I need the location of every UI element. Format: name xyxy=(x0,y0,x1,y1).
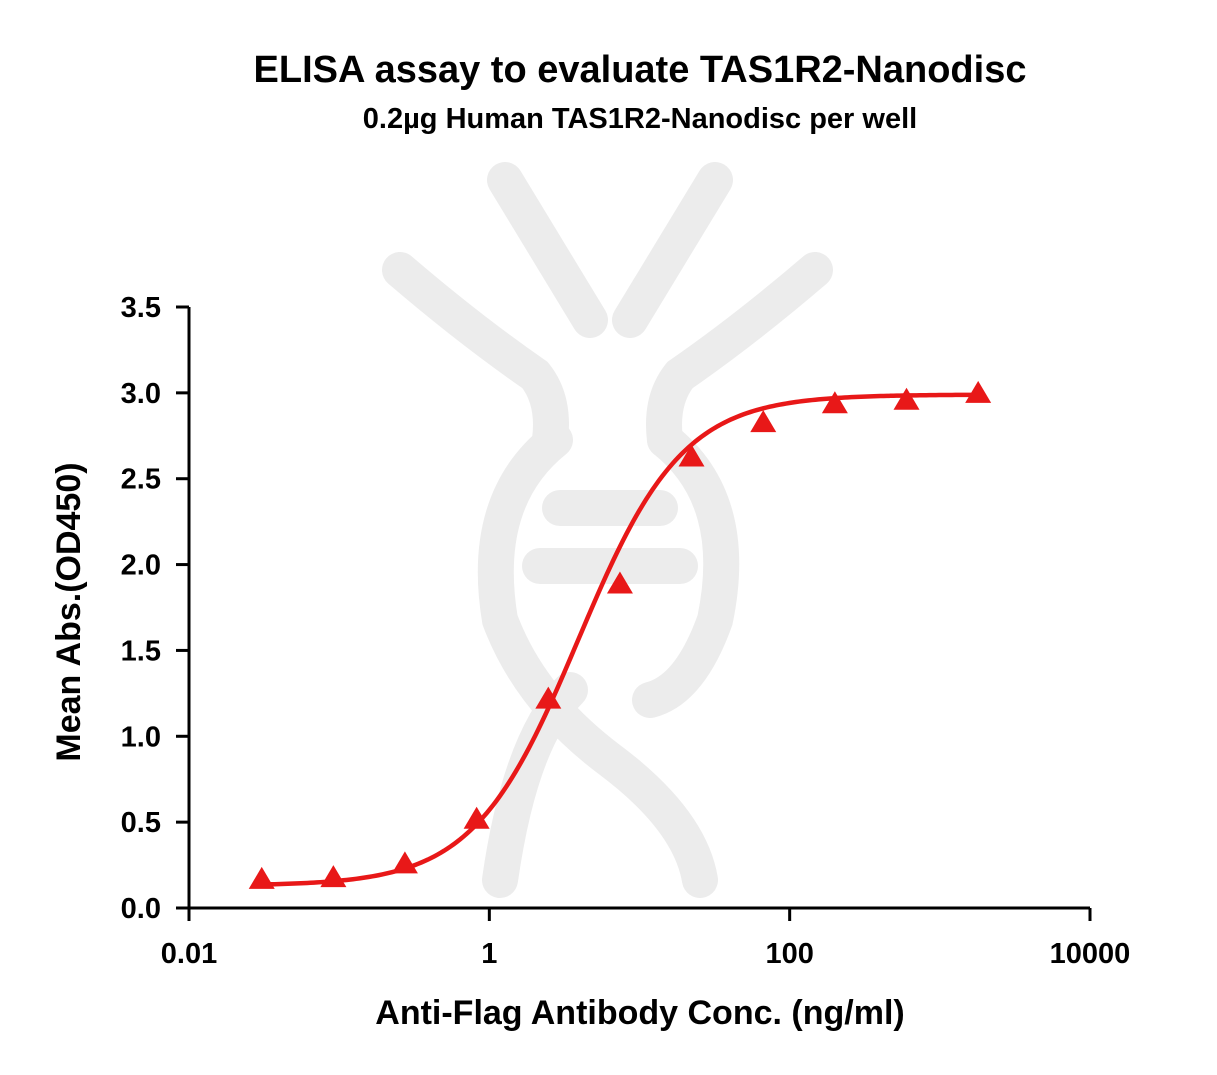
y-tick-label: 0.5 xyxy=(121,807,161,839)
data-point xyxy=(750,410,777,433)
y-tick-label: 2.5 xyxy=(121,464,161,496)
x-axis-ticks: 0.01 1 100 10000 xyxy=(161,908,1131,970)
y-tick-label: 1.0 xyxy=(121,721,161,753)
watermark-logo xyxy=(382,162,833,898)
y-tick-label: 3.0 xyxy=(121,378,161,410)
y-tick-label: 0.0 xyxy=(121,893,161,925)
x-tick-label: 10000 xyxy=(1050,938,1131,970)
data-point xyxy=(535,686,562,709)
data-point xyxy=(248,866,275,889)
chart-title: ELISA assay to evaluate TAS1R2-Nanodisc xyxy=(254,49,1027,91)
data-point xyxy=(965,380,992,403)
data-point xyxy=(606,571,633,594)
data-points xyxy=(248,380,992,889)
x-tick-label: 100 xyxy=(765,938,813,970)
data-point xyxy=(391,851,418,874)
x-axis-label: Anti-Flag Antibody Conc. (ng/ml) xyxy=(375,994,904,1032)
x-tick-label: 0.01 xyxy=(161,938,217,970)
y-tick-label: 2.0 xyxy=(121,550,161,582)
y-tick-label: 1.5 xyxy=(121,635,161,667)
data-point xyxy=(821,391,848,414)
y-axis-ticks: 0.0 0.5 1.0 1.5 2.0 2.5 3.0 3.5 xyxy=(121,292,189,925)
fit-curve xyxy=(261,392,979,887)
data-point xyxy=(320,865,347,888)
x-tick-label: 1 xyxy=(481,938,497,970)
data-point xyxy=(678,444,705,467)
y-tick-label: 3.5 xyxy=(121,292,161,324)
data-point xyxy=(463,806,490,829)
chart-subtitle: 0.2µg Human TAS1R2-Nanodisc per well xyxy=(363,103,917,135)
y-axis-label: Mean Abs.(OD450) xyxy=(50,462,88,761)
data-point xyxy=(893,387,920,410)
